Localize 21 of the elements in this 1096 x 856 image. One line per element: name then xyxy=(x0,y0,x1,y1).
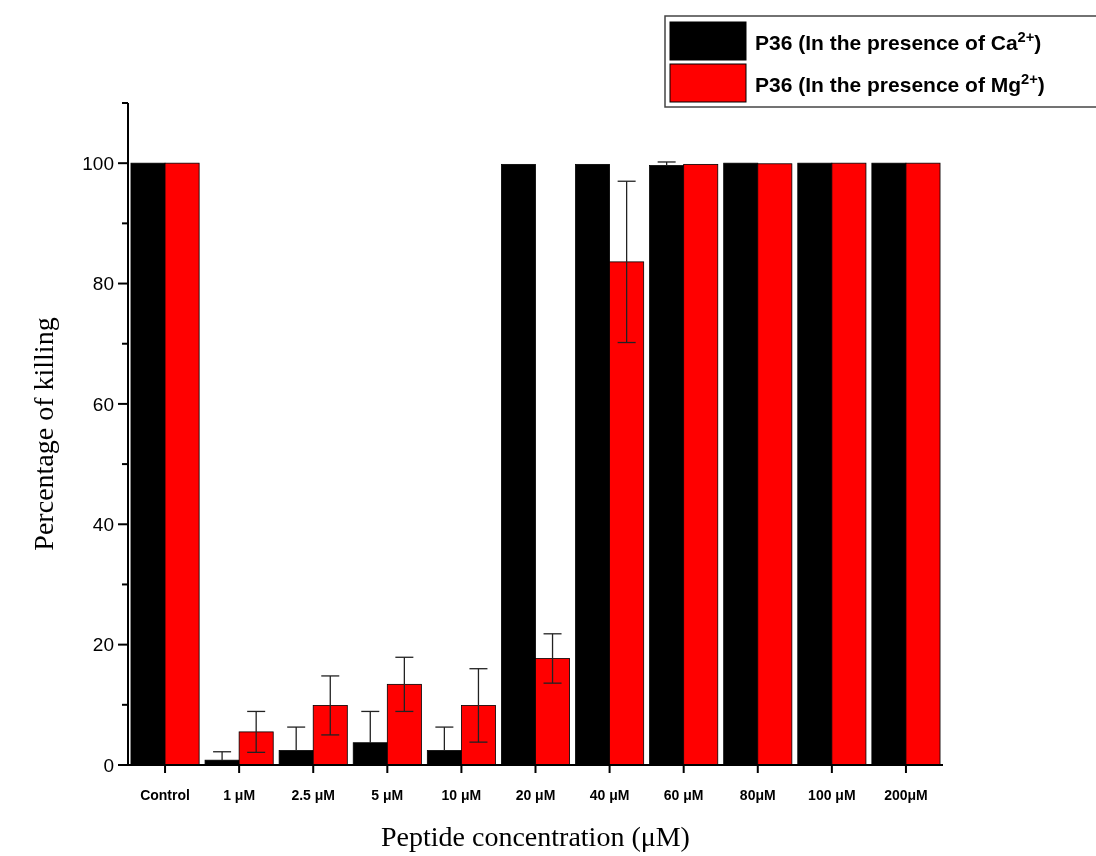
x-tick-label: Control xyxy=(140,787,190,803)
y-axis-title: Percentage of killing xyxy=(28,317,59,551)
y-tick-label: 100 xyxy=(82,152,114,174)
x-tick-label: 60 μM xyxy=(663,787,704,803)
x-tick-label: 2.5 μM xyxy=(291,787,336,803)
x-axis-title: Peptide concentration (μM) xyxy=(381,821,690,852)
y-tick-label: 40 xyxy=(92,513,114,535)
x-tick-label: 80μM xyxy=(739,787,776,803)
y-tick-label: 0 xyxy=(103,754,114,776)
legend-label: P36 (In the presence of Mg$^{2+}$) xyxy=(755,71,1045,96)
x-tick-label: 40 μM xyxy=(589,787,630,803)
x-tick-label: 1 μM xyxy=(223,787,256,803)
y-tick-label: 80 xyxy=(92,273,114,295)
x-tick-label: 200μM xyxy=(884,787,928,803)
y-tick-label: 60 xyxy=(92,393,114,415)
x-tick-label: 100 μM xyxy=(808,787,856,803)
legend-label: P36 (In the presence of Ca$^{2+}$) xyxy=(755,29,1042,54)
x-tick-label: 20 μM xyxy=(515,787,556,803)
x-tick-label: 5 μM xyxy=(371,787,404,803)
y-tick-label: 20 xyxy=(92,634,114,656)
x-tick-label: 10 μM xyxy=(441,787,482,803)
